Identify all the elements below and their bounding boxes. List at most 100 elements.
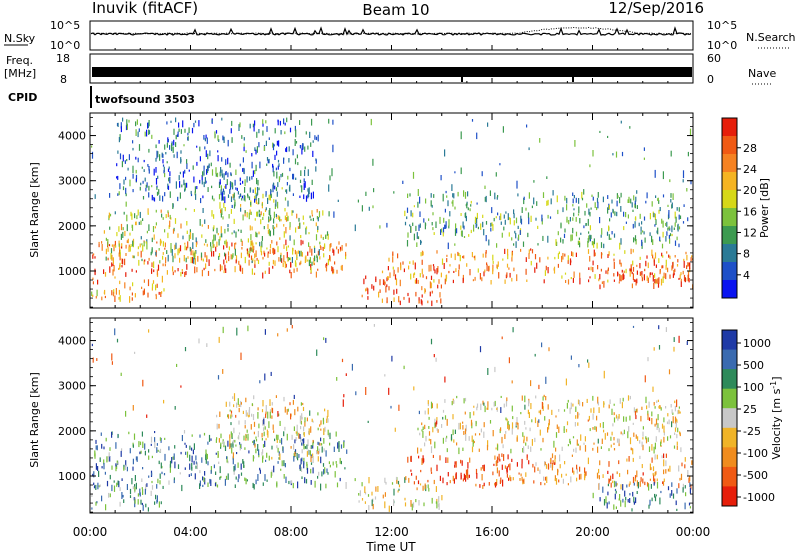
velocity-cell: [255, 436, 257, 439]
power-cell: [533, 180, 535, 183]
velocity-cell: [628, 426, 630, 432]
power-cell: [189, 232, 192, 239]
velocity-cell: [500, 407, 502, 413]
power-cell: [268, 261, 270, 266]
time-tick-label: 12:00: [374, 525, 409, 539]
power-cell: [253, 125, 255, 132]
power-cell: [683, 258, 685, 262]
velocity-cell: [665, 469, 667, 474]
power-cell: [224, 207, 226, 212]
velocity-cell: [615, 506, 617, 510]
velocity-cell: [225, 475, 228, 480]
velocity-cell: [603, 499, 606, 506]
power-cell: [249, 176, 251, 181]
power-cell: [307, 145, 309, 150]
power-cell: [653, 259, 655, 266]
velocity-cell: [181, 435, 183, 442]
power-cell: [231, 204, 233, 208]
power-cell: [513, 209, 515, 214]
power-cell: [409, 224, 411, 227]
power-cell: [255, 149, 257, 155]
power-cell: [612, 153, 614, 156]
velocity-cell: [475, 483, 477, 487]
power-cell: [172, 146, 174, 153]
velocity-cell: [142, 504, 144, 511]
velocity-cell: [412, 502, 415, 508]
power-cell: [590, 207, 592, 210]
power-cell: [613, 253, 615, 256]
power-cell: [252, 243, 254, 250]
velocity-cell: [495, 447, 497, 450]
power-cell: [156, 283, 158, 288]
velocity-cell: [602, 474, 604, 478]
power-cell: [315, 271, 317, 278]
velocity-cell: [640, 415, 642, 422]
velocity-cell: [326, 468, 328, 473]
power-cell: [640, 226, 642, 232]
power-cell: [287, 216, 289, 222]
power-cell: [119, 183, 121, 190]
velocity-cell: [259, 469, 261, 474]
velocity-cell: [193, 460, 195, 465]
power-cell: [631, 202, 633, 208]
power-cell: [485, 221, 488, 225]
power-cell: [194, 120, 197, 123]
velocity-cell: [577, 415, 579, 418]
power-cell: [184, 182, 186, 190]
velocity-cell: [326, 415, 328, 420]
velocity-cell: [435, 422, 437, 427]
velocity-cell: [632, 476, 635, 484]
velocity-cell: [469, 457, 471, 463]
power-cell: [140, 250, 142, 258]
velocity-cell: [309, 410, 311, 416]
velocity-cell: [475, 468, 478, 475]
power-cell: [625, 268, 627, 274]
power-cell: [92, 294, 94, 297]
power-cell: [133, 255, 135, 259]
power-cell: [454, 243, 456, 246]
velocity-cell: [566, 421, 569, 426]
nsky-tick-top: 10^5: [50, 19, 80, 32]
velocity-cell: [689, 476, 691, 482]
power-cell: [278, 215, 280, 220]
velocity-cell: [676, 508, 678, 511]
velocity-cell: [618, 438, 620, 444]
velocity-cell: [566, 402, 568, 409]
velocity-cell: [293, 426, 295, 431]
power-cell: [210, 162, 212, 167]
velocity-cell: [398, 404, 400, 411]
power-cell: [157, 151, 159, 158]
power-cell: [435, 221, 437, 228]
velocity-cell: [632, 448, 634, 455]
power-cell: [612, 208, 614, 213]
velocity-cell: [437, 429, 439, 433]
power-cell: [184, 186, 186, 191]
power-cell: [440, 229, 442, 235]
power-cell: [268, 137, 270, 140]
power-cell: [190, 257, 192, 264]
power-cell: [264, 252, 266, 257]
power-cell: [213, 214, 215, 219]
power-cell: [260, 211, 262, 216]
power-cell: [629, 269, 631, 277]
velocity-cell: [206, 453, 208, 460]
power-cell: [492, 224, 494, 231]
velocity-cell: [281, 438, 283, 445]
power-cell: [187, 132, 189, 136]
power-cell: [137, 209, 139, 216]
power-cell: [504, 248, 506, 254]
power-cell: [119, 280, 121, 285]
velocity-cell: [610, 436, 612, 441]
velocity-cell: [395, 476, 398, 480]
power-cell: [297, 162, 299, 166]
velocity-cell: [495, 482, 497, 487]
power-cell: [182, 171, 184, 178]
velocity-cell: [394, 427, 396, 432]
power-cell: [250, 255, 253, 260]
velocity-cell: [96, 358, 98, 361]
velocity-cell: [264, 474, 266, 481]
power-cell: [672, 273, 674, 278]
power-cell: [161, 291, 163, 294]
power-cell: [125, 193, 127, 197]
power-cell: [562, 253, 564, 260]
